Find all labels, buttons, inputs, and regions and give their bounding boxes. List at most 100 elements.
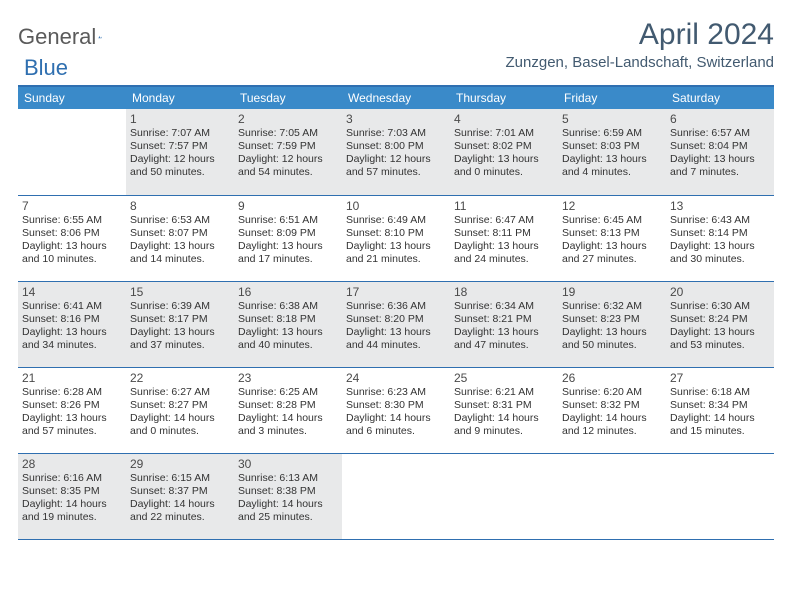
weekday-header: Thursday	[450, 87, 558, 109]
day-number: 3	[346, 112, 446, 126]
day-dl2: and 19 minutes.	[22, 511, 122, 524]
day-number: 17	[346, 285, 446, 299]
weekday-header: Monday	[126, 87, 234, 109]
day-dl2: and 17 minutes.	[238, 253, 338, 266]
day-dl1: Daylight: 13 hours	[238, 326, 338, 339]
calendar-day-cell: 1Sunrise: 7:07 AMSunset: 7:57 PMDaylight…	[126, 109, 234, 195]
calendar-day-cell: 28Sunrise: 6:16 AMSunset: 8:35 PMDayligh…	[18, 453, 126, 539]
day-dl2: and 25 minutes.	[238, 511, 338, 524]
day-number: 18	[454, 285, 554, 299]
calendar-day-cell: 7Sunrise: 6:55 AMSunset: 8:06 PMDaylight…	[18, 195, 126, 281]
sail-icon	[98, 28, 102, 46]
day-sunset: Sunset: 8:02 PM	[454, 140, 554, 153]
calendar-day-cell: 8Sunrise: 6:53 AMSunset: 8:07 PMDaylight…	[126, 195, 234, 281]
day-dl2: and 54 minutes.	[238, 166, 338, 179]
calendar-week-row: 1Sunrise: 7:07 AMSunset: 7:57 PMDaylight…	[18, 109, 774, 195]
weekday-header: Friday	[558, 87, 666, 109]
day-dl1: Daylight: 13 hours	[454, 326, 554, 339]
day-sunset: Sunset: 8:00 PM	[346, 140, 446, 153]
day-sunrise: Sunrise: 6:53 AM	[130, 214, 230, 227]
day-sunset: Sunset: 8:30 PM	[346, 399, 446, 412]
day-dl1: Daylight: 13 hours	[130, 326, 230, 339]
day-number: 6	[670, 112, 770, 126]
day-dl1: Daylight: 14 hours	[562, 412, 662, 425]
day-number: 21	[22, 371, 122, 385]
day-sunset: Sunset: 8:31 PM	[454, 399, 554, 412]
calendar-day-cell: 30Sunrise: 6:13 AMSunset: 8:38 PMDayligh…	[234, 453, 342, 539]
day-dl1: Daylight: 13 hours	[670, 326, 770, 339]
day-sunset: Sunset: 8:09 PM	[238, 227, 338, 240]
day-sunrise: Sunrise: 6:39 AM	[130, 300, 230, 313]
day-number: 29	[130, 457, 230, 471]
day-sunset: Sunset: 8:38 PM	[238, 485, 338, 498]
logo: General	[18, 18, 122, 50]
day-number: 14	[22, 285, 122, 299]
day-sunrise: Sunrise: 7:03 AM	[346, 127, 446, 140]
day-sunrise: Sunrise: 7:01 AM	[454, 127, 554, 140]
day-dl1: Daylight: 13 hours	[670, 153, 770, 166]
day-number: 27	[670, 371, 770, 385]
day-dl1: Daylight: 13 hours	[670, 240, 770, 253]
calendar-empty-cell	[558, 453, 666, 539]
day-dl1: Daylight: 13 hours	[562, 240, 662, 253]
day-sunset: Sunset: 8:23 PM	[562, 313, 662, 326]
day-sunset: Sunset: 8:17 PM	[130, 313, 230, 326]
day-dl2: and 30 minutes.	[670, 253, 770, 266]
day-number: 25	[454, 371, 554, 385]
day-number: 30	[238, 457, 338, 471]
day-sunrise: Sunrise: 6:41 AM	[22, 300, 122, 313]
day-sunrise: Sunrise: 6:23 AM	[346, 386, 446, 399]
calendar-day-cell: 17Sunrise: 6:36 AMSunset: 8:20 PMDayligh…	[342, 281, 450, 367]
day-dl2: and 40 minutes.	[238, 339, 338, 352]
day-number: 22	[130, 371, 230, 385]
calendar-day-cell: 18Sunrise: 6:34 AMSunset: 8:21 PMDayligh…	[450, 281, 558, 367]
calendar-day-cell: 4Sunrise: 7:01 AMSunset: 8:02 PMDaylight…	[450, 109, 558, 195]
day-dl2: and 9 minutes.	[454, 425, 554, 438]
day-sunrise: Sunrise: 6:32 AM	[562, 300, 662, 313]
day-sunset: Sunset: 8:18 PM	[238, 313, 338, 326]
calendar-day-cell: 21Sunrise: 6:28 AMSunset: 8:26 PMDayligh…	[18, 367, 126, 453]
day-dl2: and 4 minutes.	[562, 166, 662, 179]
day-sunrise: Sunrise: 6:27 AM	[130, 386, 230, 399]
day-number: 23	[238, 371, 338, 385]
day-dl1: Daylight: 14 hours	[22, 498, 122, 511]
calendar-empty-cell	[666, 453, 774, 539]
day-dl2: and 7 minutes.	[670, 166, 770, 179]
day-sunset: Sunset: 8:04 PM	[670, 140, 770, 153]
day-number: 10	[346, 199, 446, 213]
day-sunset: Sunset: 8:03 PM	[562, 140, 662, 153]
day-sunset: Sunset: 8:07 PM	[130, 227, 230, 240]
day-number: 16	[238, 285, 338, 299]
day-dl2: and 44 minutes.	[346, 339, 446, 352]
location-subtitle: Zunzgen, Basel-Landschaft, Switzerland	[506, 54, 774, 71]
day-sunrise: Sunrise: 6:16 AM	[22, 472, 122, 485]
calendar-day-cell: 29Sunrise: 6:15 AMSunset: 8:37 PMDayligh…	[126, 453, 234, 539]
calendar-day-cell: 26Sunrise: 6:20 AMSunset: 8:32 PMDayligh…	[558, 367, 666, 453]
day-sunrise: Sunrise: 6:36 AM	[346, 300, 446, 313]
day-dl1: Daylight: 13 hours	[454, 153, 554, 166]
day-number: 4	[454, 112, 554, 126]
calendar-day-cell: 2Sunrise: 7:05 AMSunset: 7:59 PMDaylight…	[234, 109, 342, 195]
day-sunrise: Sunrise: 6:13 AM	[238, 472, 338, 485]
logo-word-2: Blue	[24, 55, 68, 80]
calendar-empty-cell	[18, 109, 126, 195]
calendar-day-cell: 22Sunrise: 6:27 AMSunset: 8:27 PMDayligh…	[126, 367, 234, 453]
day-dl2: and 24 minutes.	[454, 253, 554, 266]
day-sunset: Sunset: 7:57 PM	[130, 140, 230, 153]
day-dl2: and 57 minutes.	[22, 425, 122, 438]
day-number: 12	[562, 199, 662, 213]
day-sunrise: Sunrise: 7:05 AM	[238, 127, 338, 140]
title-block: April 2024 Zunzgen, Basel-Landschaft, Sw…	[506, 18, 774, 71]
day-number: 9	[238, 199, 338, 213]
day-dl2: and 34 minutes.	[22, 339, 122, 352]
calendar-week-row: 28Sunrise: 6:16 AMSunset: 8:35 PMDayligh…	[18, 453, 774, 539]
calendar-day-cell: 23Sunrise: 6:25 AMSunset: 8:28 PMDayligh…	[234, 367, 342, 453]
day-number: 19	[562, 285, 662, 299]
day-sunrise: Sunrise: 6:25 AM	[238, 386, 338, 399]
day-sunrise: Sunrise: 6:20 AM	[562, 386, 662, 399]
calendar-day-cell: 25Sunrise: 6:21 AMSunset: 8:31 PMDayligh…	[450, 367, 558, 453]
day-sunset: Sunset: 8:28 PM	[238, 399, 338, 412]
day-dl2: and 10 minutes.	[22, 253, 122, 266]
day-dl1: Daylight: 12 hours	[238, 153, 338, 166]
day-dl2: and 50 minutes.	[562, 339, 662, 352]
